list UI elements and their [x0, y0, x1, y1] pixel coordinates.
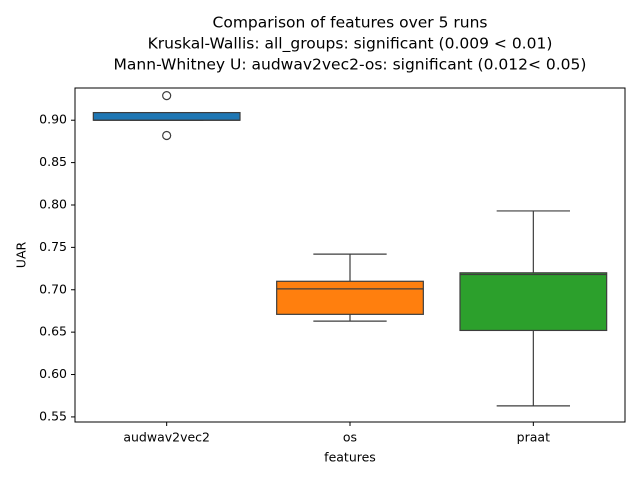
box — [459, 272, 608, 332]
plot-frame — [74, 87, 626, 423]
x-tick-label: audwav2vec2 — [123, 430, 210, 445]
x-tick-label: praat — [517, 430, 550, 445]
box — [92, 111, 241, 121]
y-tick-label: 0.70 — [39, 281, 67, 296]
x-tick-label: os — [343, 430, 357, 445]
y-tick-label: 0.60 — [39, 366, 67, 381]
chart-title: Mann-Whitney U: audwav2vec2-os: signific… — [114, 56, 587, 74]
y-tick-label: 0.80 — [39, 196, 67, 211]
y-axis-label: UAR — [14, 241, 29, 268]
x-axis-label: features — [324, 450, 376, 465]
y-tick-label: 0.75 — [39, 239, 67, 254]
y-tick-label: 0.90 — [39, 112, 67, 127]
box — [276, 280, 424, 315]
chart-title: Kruskal-Wallis: all_groups: significant … — [148, 35, 553, 54]
y-tick-label: 0.85 — [39, 154, 67, 169]
y-tick-label: 0.65 — [39, 324, 67, 339]
y-tick-label: 0.55 — [39, 408, 67, 423]
chart-title: Comparison of features over 5 runs — [213, 14, 488, 32]
outlier — [162, 130, 172, 141]
outlier — [162, 91, 172, 101]
